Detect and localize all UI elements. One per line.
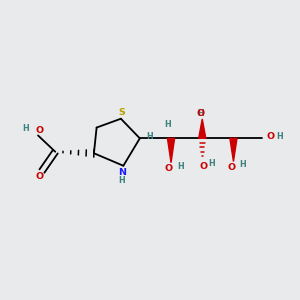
Text: H: H [240, 160, 246, 169]
Polygon shape [167, 138, 175, 163]
Text: O: O [227, 163, 236, 172]
Text: H: H [177, 162, 184, 171]
Text: H: H [197, 110, 204, 118]
Text: O: O [267, 132, 275, 141]
Text: O: O [35, 126, 44, 135]
Text: S: S [118, 108, 125, 117]
Text: O: O [200, 162, 208, 171]
Text: H: H [22, 124, 29, 133]
Text: O: O [165, 164, 173, 173]
Polygon shape [230, 138, 237, 161]
Text: H: H [276, 132, 283, 141]
Text: O: O [35, 172, 44, 181]
Text: H: H [118, 176, 125, 184]
Text: H: H [164, 121, 171, 130]
Text: N: N [118, 168, 126, 177]
Text: H: H [208, 159, 215, 168]
Polygon shape [199, 119, 206, 138]
Text: H: H [146, 132, 153, 141]
Text: O: O [196, 109, 204, 118]
